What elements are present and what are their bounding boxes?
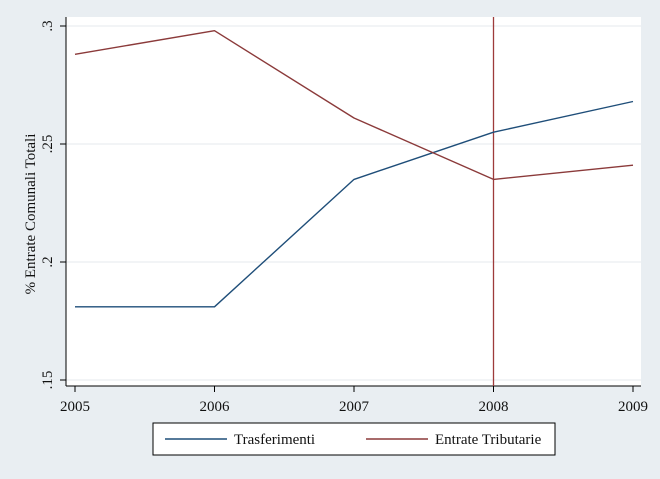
x-tick-label: 2009: [618, 399, 648, 415]
y-tick-label: .2: [40, 256, 56, 267]
y-axis: .15 .2 .25 .3: [40, 17, 67, 390]
x-axis: 2005 2006 2007 2008 2009: [60, 385, 648, 415]
legend: Trasferimenti Entrate Tributarie: [152, 422, 556, 456]
series-layer: [74, 17, 634, 386]
y-axis-label: % Entrate Comunali Totali: [23, 134, 39, 295]
gridlines: [66, 25, 641, 381]
x-tick-label: 2007: [339, 399, 370, 415]
y-tick-label: .3: [40, 20, 56, 31]
y-tick-label: .25: [40, 135, 56, 154]
legend-label: Entrate Tributarie: [435, 432, 542, 448]
x-tick-label: 2006: [200, 399, 231, 415]
series-line-trasferimenti: [75, 100, 634, 308]
y-tick-label: .15: [40, 371, 56, 390]
x-tick-label: 2005: [60, 399, 90, 415]
x-tick-label: 2008: [479, 399, 509, 415]
series-line-entrate-tributarie: [74, 30, 634, 181]
legend-label: Trasferimenti: [234, 432, 315, 448]
plot-area: [66, 17, 641, 386]
